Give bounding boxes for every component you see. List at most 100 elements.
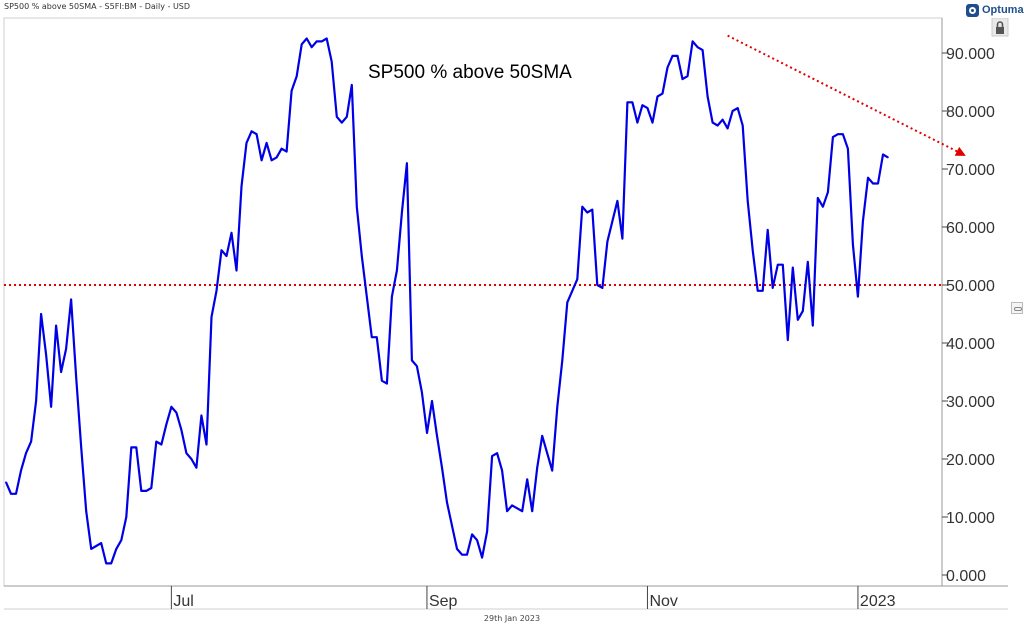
data-point xyxy=(531,510,533,512)
data-point xyxy=(867,176,869,179)
data-point xyxy=(336,116,338,118)
data-point xyxy=(566,301,569,304)
data-point xyxy=(426,432,428,434)
data-point xyxy=(305,37,308,40)
data-point xyxy=(852,243,854,246)
data-point xyxy=(661,92,664,95)
data-point xyxy=(491,455,493,457)
data-point xyxy=(721,118,724,121)
data-point xyxy=(330,60,333,63)
data-point xyxy=(230,232,233,234)
data-point xyxy=(586,211,589,214)
data-point xyxy=(736,107,739,109)
data-point xyxy=(125,516,128,518)
data-point xyxy=(95,545,97,547)
y-tick-label: 90.000 xyxy=(946,46,995,63)
y-tick-label: 80.000 xyxy=(946,104,995,121)
data-point xyxy=(631,101,634,104)
data-point xyxy=(832,136,834,138)
data-point xyxy=(746,200,749,202)
data-point xyxy=(260,159,263,162)
data-point xyxy=(636,121,639,124)
data-point xyxy=(190,458,193,460)
x-tick-label: Jul xyxy=(173,593,193,610)
data-point xyxy=(716,124,719,127)
data-point xyxy=(220,249,223,251)
data-point xyxy=(807,261,809,263)
data-point xyxy=(115,548,118,550)
data-point xyxy=(596,284,599,286)
data-point xyxy=(376,336,378,339)
data-point xyxy=(701,49,704,51)
data-point xyxy=(506,510,508,512)
data-point xyxy=(556,406,559,408)
data-point xyxy=(782,263,784,266)
data-point xyxy=(431,400,433,402)
data-point xyxy=(666,66,669,69)
data-point xyxy=(581,205,584,208)
scale-handle[interactable] xyxy=(1011,302,1023,314)
data-point xyxy=(526,478,528,481)
x-tick-label: 2023 xyxy=(860,593,896,610)
data-point xyxy=(250,130,253,133)
chart-title: SP500 % above 50SMA xyxy=(368,62,572,83)
data-point xyxy=(771,287,774,289)
data-point xyxy=(180,429,183,431)
data-point xyxy=(656,95,659,98)
data-point xyxy=(511,504,513,507)
data-point xyxy=(446,501,448,504)
data-point xyxy=(606,240,609,243)
data-point xyxy=(35,400,37,402)
data-point xyxy=(5,481,7,484)
data-point xyxy=(215,290,218,292)
data-point xyxy=(160,443,163,446)
data-point xyxy=(10,493,12,495)
data-point xyxy=(320,40,323,43)
data-point xyxy=(777,263,779,266)
data-point xyxy=(676,55,679,57)
data-point xyxy=(210,316,213,318)
data-point xyxy=(391,295,393,298)
data-point xyxy=(561,359,564,362)
data-point xyxy=(731,110,734,112)
data-point xyxy=(466,553,468,556)
data-point xyxy=(55,324,57,327)
y-tick-label: 60.000 xyxy=(946,220,995,237)
data-point xyxy=(471,533,473,536)
data-point xyxy=(802,310,804,312)
data-point xyxy=(130,446,133,449)
y-tick-label: 40.000 xyxy=(946,336,995,353)
data-point xyxy=(686,75,689,77)
data-point xyxy=(516,507,518,510)
data-point xyxy=(275,156,278,159)
data-point xyxy=(741,124,744,127)
data-point xyxy=(361,255,363,257)
data-point xyxy=(245,142,248,144)
data-point xyxy=(185,452,188,455)
data-point xyxy=(761,290,764,292)
data-point xyxy=(386,382,388,385)
data-point xyxy=(325,37,328,40)
data-point xyxy=(711,121,714,124)
data-point xyxy=(696,46,699,48)
data-point xyxy=(787,339,789,341)
data-point xyxy=(396,269,398,272)
lock-icon[interactable] xyxy=(990,18,1010,38)
data-point xyxy=(255,133,258,135)
data-point xyxy=(521,510,523,512)
data-point xyxy=(315,40,318,43)
data-point xyxy=(265,142,268,144)
data-point xyxy=(681,78,684,80)
x-tick-label: Sep xyxy=(429,593,458,610)
data-point xyxy=(235,269,238,272)
data-point xyxy=(200,414,203,417)
data-point xyxy=(310,46,313,48)
data-point xyxy=(751,249,754,251)
data-point xyxy=(295,75,298,77)
data-point xyxy=(110,562,112,565)
data-point xyxy=(601,287,604,289)
data-point xyxy=(416,365,418,368)
data-point xyxy=(611,220,614,222)
y-tick-label: 30.000 xyxy=(946,394,995,411)
data-point xyxy=(436,435,438,437)
